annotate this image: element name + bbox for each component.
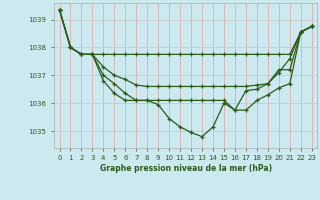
X-axis label: Graphe pression niveau de la mer (hPa): Graphe pression niveau de la mer (hPa) (100, 164, 272, 173)
